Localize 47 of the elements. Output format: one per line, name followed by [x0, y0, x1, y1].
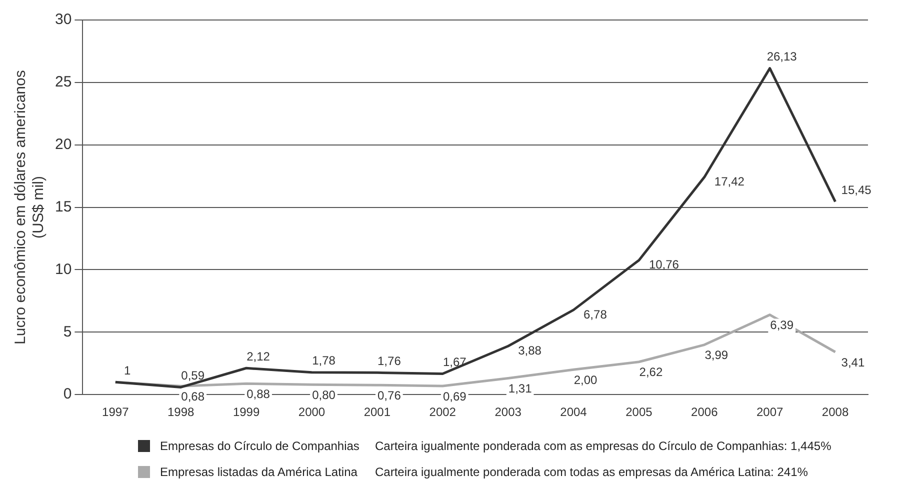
- data-label: 1,78: [312, 354, 336, 368]
- data-label: 0,80: [312, 388, 336, 402]
- y-tick-label: 15: [54, 198, 72, 216]
- data-label: 17,42: [714, 174, 745, 188]
- data-label: 0,68: [181, 389, 205, 404]
- data-label: 2,62: [639, 365, 663, 380]
- x-tick-label: 1997: [102, 405, 130, 420]
- y-tick-label: 30: [54, 11, 72, 28]
- data-label: 1: [124, 363, 132, 378]
- x-tick-label: 2000: [298, 405, 326, 420]
- data-label: 6,39: [770, 318, 794, 332]
- x-tick-label: 1998: [167, 405, 195, 420]
- data-label: 0,69: [442, 389, 467, 404]
- data-label: 0,88: [246, 386, 270, 401]
- x-tick-label: 2006: [691, 405, 718, 420]
- y-tick-label: 20: [54, 136, 72, 154]
- data-label: 1,31: [508, 382, 532, 396]
- text: Carteira igualmente ponderada com todas as empresas da América Latina: 241%: [375, 465, 808, 479]
- data-label: 2,00: [574, 372, 598, 387]
- data-label: 1,76: [378, 354, 402, 368]
- data-label: 3,88: [518, 343, 542, 358]
- data-label: 10,76: [648, 258, 680, 272]
- x-tick-label: 1999: [232, 405, 260, 420]
- x-tick-label: 2004: [560, 405, 588, 420]
- data-label: 2,12: [246, 349, 270, 364]
- data-label: 3,41: [841, 355, 865, 370]
- x-tick-label: 2002: [429, 405, 456, 420]
- data-label: 6,78: [584, 307, 608, 322]
- data-label: 0,76: [378, 388, 402, 402]
- y-tick-label: 10: [54, 260, 72, 278]
- x-tick-label: 2003: [494, 405, 522, 420]
- y-axis-title: Lucro econômico em dólares americanos (US$ mil): [12, 70, 48, 344]
- data-label: 26,13: [766, 50, 798, 64]
- data-label: 15,45: [841, 182, 872, 197]
- x-tick-label: 2008: [822, 405, 849, 420]
- x-tick-label: 2001: [364, 405, 391, 420]
- y-tick-label: 5: [63, 323, 72, 340]
- data-label: 1,67: [442, 355, 467, 370]
- y-tick-label: 0: [63, 386, 72, 403]
- legend-label: Empresas listadas da América Latina: [160, 465, 358, 479]
- x-tick-label: 2005: [626, 405, 653, 420]
- text: Carteira igualmente ponderada com as empresas do Círculo de Companhias: 1,445%: [375, 439, 832, 453]
- data-label: 0,59: [181, 368, 205, 383]
- y-tick-label: 25: [54, 74, 72, 91]
- data-label: 3,99: [704, 348, 728, 362]
- x-tick-label: 2007: [756, 405, 784, 420]
- legend-label: Empresas do Círculo de Companhias: [160, 439, 360, 453]
